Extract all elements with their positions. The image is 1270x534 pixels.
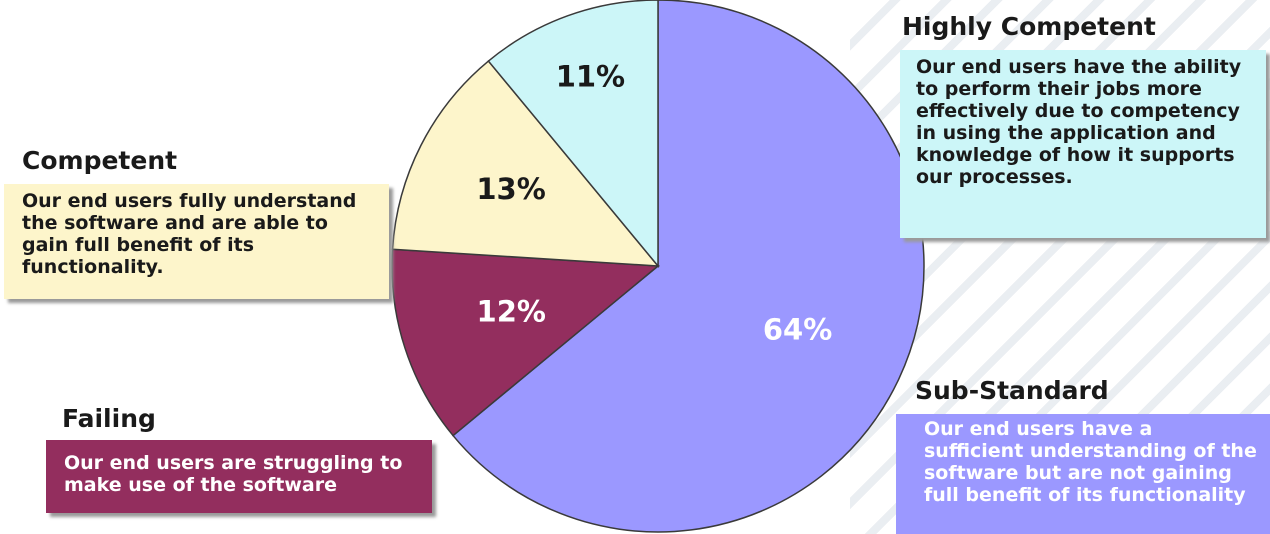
pie-slice-highly-competent [487, 0, 659, 269]
highly-competent-heading: Highly Competent [902, 12, 1156, 41]
sub-standard-heading: Sub-Standard [915, 376, 1109, 405]
pie-slice-failing [391, 248, 660, 437]
pie-value-label-competent: 13% [476, 172, 545, 206]
pie-slices [391, 0, 925, 533]
pie-value-label-highly-competent: 11% [556, 59, 625, 93]
pie-slice-sub-standard [451, 0, 925, 533]
pie-slice-competent [391, 59, 660, 267]
pie-value-label-sub-standard: 64% [763, 313, 832, 347]
competent-heading: Competent [22, 146, 178, 175]
pie-value-labels: 64% 12% 13% 11% [476, 59, 832, 346]
failing-heading: Failing [62, 404, 156, 433]
highly-competent-description: Our end users have the ability to perfor… [900, 50, 1266, 238]
failing-description: Our end users are struggling to make use… [46, 440, 432, 513]
pie-value-label-failing: 12% [477, 295, 546, 329]
sub-standard-description: Our end users have a sufficient understa… [896, 414, 1270, 534]
competent-description: Our end users fully understand the softw… [4, 184, 389, 299]
